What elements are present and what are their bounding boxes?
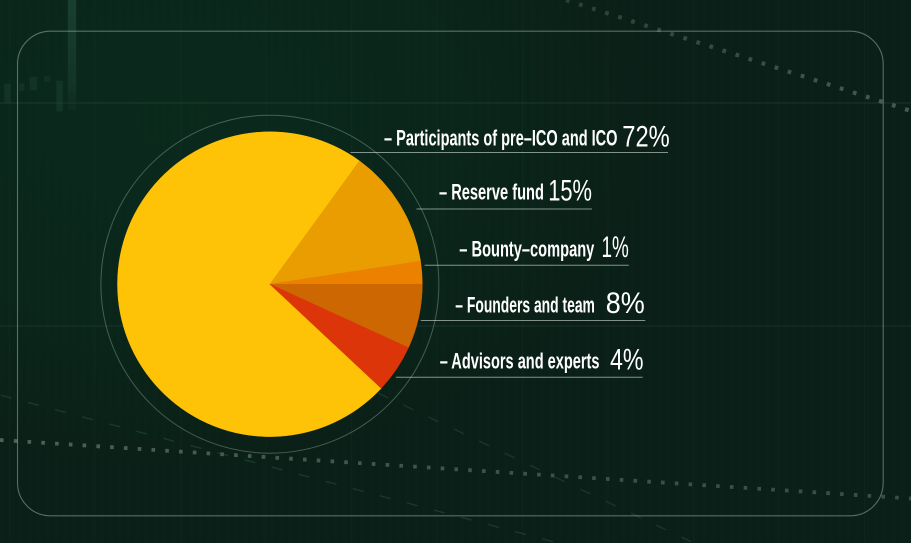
svg-text:– Reserve fund: – Reserve fund — [439, 180, 544, 205]
svg-text:– Advisors and experts: – Advisors and experts — [440, 348, 600, 373]
svg-text:72%: 72% — [622, 120, 669, 153]
svg-text:– Participants of pre–ICO and: – Participants of pre–ICO and ICO — [384, 125, 618, 150]
svg-text:– Bounty–company: – Bounty–company — [459, 236, 594, 261]
svg-text:4%: 4% — [610, 343, 644, 376]
svg-text:15%: 15% — [548, 175, 592, 208]
svg-text:1%: 1% — [602, 231, 629, 264]
svg-text:8%: 8% — [606, 287, 645, 320]
svg-text:– Founders and team: – Founders and team — [455, 292, 595, 317]
